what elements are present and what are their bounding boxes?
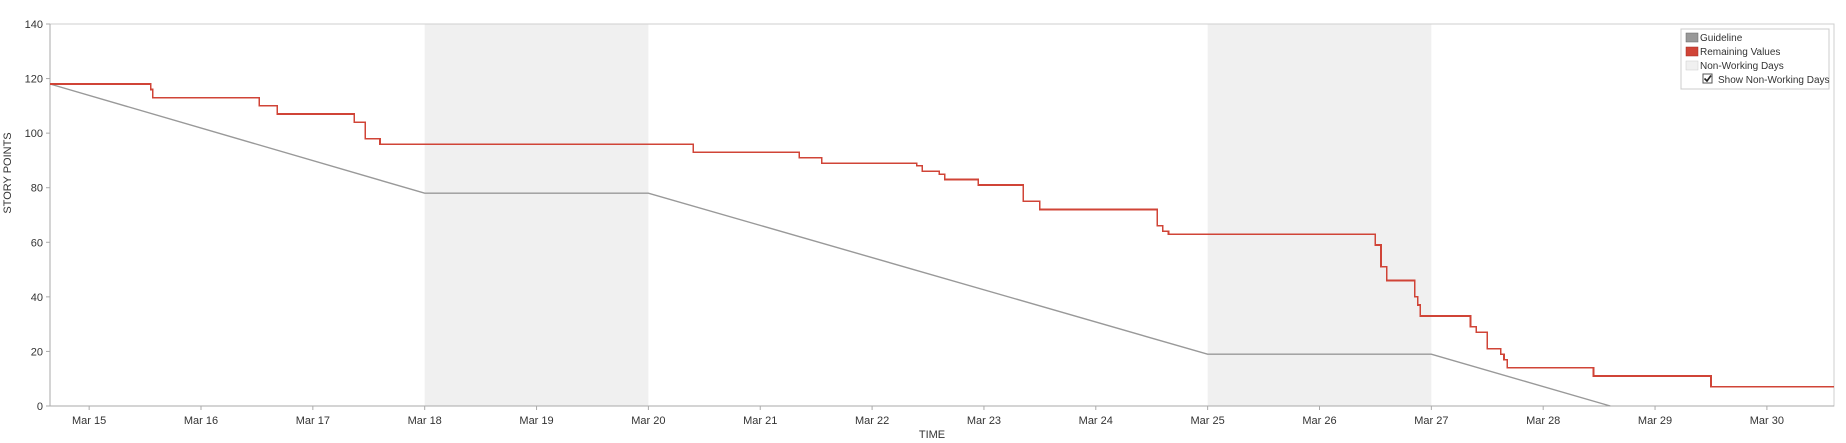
- x-tick-label: Mar 19: [519, 415, 553, 427]
- legend-label-guideline: Guideline: [1700, 33, 1743, 44]
- x-tick-label: Mar 15: [72, 415, 106, 427]
- x-tick-label: Mar 28: [1526, 415, 1560, 427]
- series-layer: [49, 83, 1834, 407]
- y-tick-label: 0: [37, 401, 43, 413]
- y-tick-label: 120: [25, 74, 43, 86]
- checkmark-icon: [1703, 75, 1712, 83]
- checkbox-box[interactable]: [1702, 73, 1713, 84]
- y-tick-label: 80: [31, 183, 43, 195]
- y-axis-title: STORY POINTS: [2, 132, 14, 213]
- legend-swatch-non-working-days: [1685, 60, 1699, 71]
- x-tick-label: Mar 21: [743, 415, 777, 427]
- y-tick-label: 140: [25, 19, 43, 31]
- x-tick-label: Mar 26: [1302, 415, 1336, 427]
- y-tick-label: 40: [31, 292, 43, 304]
- plot-frame: [49, 23, 1835, 407]
- remaining-values-line: [50, 83, 1834, 388]
- y-tick-label: 60: [31, 237, 43, 249]
- legend-swatch-guideline: [1685, 32, 1699, 43]
- guideline-line: [49, 83, 1611, 407]
- x-tick-label: Mar 20: [631, 415, 665, 427]
- x-tick-label: Mar 29: [1638, 415, 1672, 427]
- legend-label-remaining-values: Remaining Values: [1700, 47, 1780, 58]
- non-working-days-band: [424, 24, 649, 406]
- axes-layer: [49, 23, 1835, 407]
- x-tick-label: Mar 24: [1079, 415, 1113, 427]
- x-tick-label: Mar 16: [184, 415, 218, 427]
- show-non-working-days-checkbox[interactable]: Show Non-Working Days: [1702, 73, 1830, 86]
- x-tick-label: Mar 25: [1191, 415, 1225, 427]
- x-tick-label: Mar 17: [296, 415, 330, 427]
- x-axis-title: TIME: [919, 429, 945, 441]
- x-tick-label: Mar 30: [1750, 415, 1784, 427]
- y-tick-labels: 0 20 40 60 80 100 120 140: [25, 19, 50, 413]
- legend-box: [1680, 28, 1830, 90]
- x-tick-label: Mar 22: [855, 415, 889, 427]
- y-tick-label: 20: [31, 346, 43, 358]
- y-tick-label: 100: [25, 128, 43, 140]
- legend-label-non-working-days: Non-Working Days: [1700, 61, 1784, 72]
- x-tick-label: Mar 23: [967, 415, 1001, 427]
- legend: Guideline Remaining Values Non-Working D…: [1680, 28, 1830, 90]
- non-working-days-layer: [424, 24, 1432, 406]
- x-tick-label: Mar 27: [1414, 415, 1448, 427]
- non-working-days-band: [1207, 24, 1432, 406]
- x-tick-label: Mar 18: [408, 415, 442, 427]
- x-tick-labels: Mar 15 Mar 16 Mar 17 Mar 18 Mar 19 Mar 20 Mar …: [72, 406, 1784, 427]
- legend-swatch-remaining-values: [1685, 46, 1699, 57]
- checkbox-label: Show Non-Working Days: [1718, 75, 1830, 86]
